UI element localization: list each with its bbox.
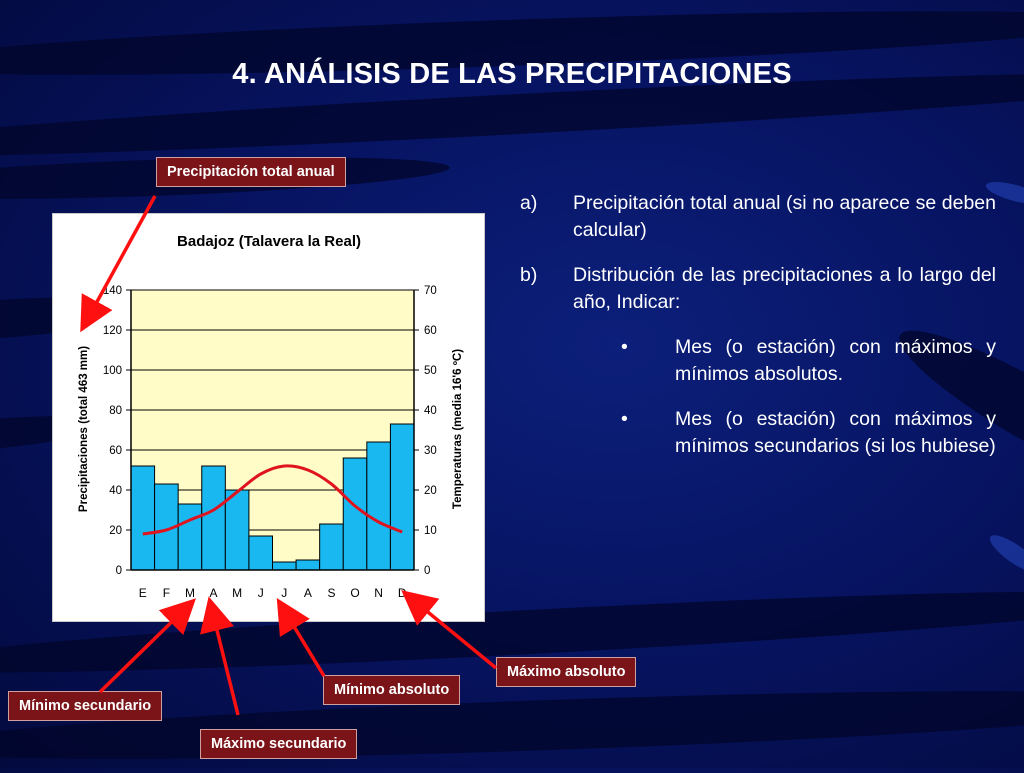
x-tick-label: N [374,586,383,600]
callout-min-secondary: Mínimo secundario [8,691,163,721]
x-tick-label: D [398,586,407,600]
y-tick-label: 140 [103,285,122,297]
precip-bar [295,559,321,571]
y-tick-label: 20 [109,525,122,537]
sub-bullet-2-text: Mes (o estación) con máximos y mínimos s… [675,408,996,457]
y2-tick-label: 50 [424,365,437,377]
bullet-a-marker: a) [520,192,538,214]
x-tick-label: A [304,586,312,600]
precip-bar [224,489,250,571]
y-tick-label: 100 [103,365,122,377]
background-swoosh [985,529,1024,579]
climate-chart: Badajoz (Talavera la Real) 0 20 40 60 80 100 1… [52,213,485,622]
bullet-b: b) Distribución de las precipitaciones a… [520,262,996,316]
callout-total-annual: Precipitación total anual [156,157,346,187]
y2-tick-label: 30 [424,445,437,457]
y2-tick-label: 0 [424,565,430,577]
bullet-list: a) Precipitación total anual (si no apar… [520,190,996,478]
precip-bar [389,423,415,571]
x-tick-label: F [163,586,170,600]
callout-max-secondary: Máximo secundario [200,729,358,759]
y2-axis-label: Temperaturas (media 16'6 ºC) [452,349,464,509]
sub-bullet-1-text: Mes (o estación) con máximos y mínimos a… [675,336,996,385]
precip-bar [272,561,297,571]
y2-tick-label: 60 [424,325,437,337]
y-tick-label: 60 [109,445,122,457]
y2-tick-label: 40 [424,405,437,417]
x-tick-label: M [185,586,195,600]
x-tick-label: J [258,586,264,600]
y-tick-label: 40 [109,485,122,497]
sub-bullet-2-marker: • [621,408,628,430]
y2-tick-label: 10 [424,525,437,537]
bullet-b-marker: b) [520,264,538,286]
bullet-b-text: Distribución de las precipitaciones a lo… [573,264,996,313]
bullet-a: a) Precipitación total anual (si no apar… [520,190,996,244]
x-tick-label: O [350,586,359,600]
y-tick-label: 0 [116,565,122,577]
precip-bar [366,441,391,571]
sub-bullet-1-marker: • [621,336,628,358]
y-tick-label: 120 [103,325,122,337]
precip-bar [319,523,344,571]
y2-tick-label: 20 [424,485,437,497]
precip-bar [130,465,156,571]
sub-bullet-1: • Mes (o estación) con máximos y mínimos… [520,334,996,388]
x-tick-label: E [139,586,147,600]
x-tick-label: M [232,586,242,600]
slide-title: 4. ANÁLISIS DE LAS PRECIPITACIONES [232,58,792,90]
bullet-a-text: Precipitación total anual (si no aparece… [573,192,996,241]
climograph: Badajoz (Talavera la Real) 0204060801001… [78,233,464,600]
y-axis-label: Precipitaciones (total 463 mm) [78,346,90,512]
callout-max-absolute: Máximo absoluto [496,657,637,687]
x-tick-label: J [281,586,287,600]
chart-title: Badajoz (Talavera la Real) [177,233,361,250]
x-tick-label: S [327,586,335,600]
y2-tick-label: 70 [424,285,437,297]
precip-bar [177,503,203,571]
precip-bar [248,535,274,571]
callout-min-absolute: Mínimo absoluto [323,675,461,705]
temperature-line [142,464,403,536]
sub-bullet-2: • Mes (o estación) con máximos y mínimos… [520,406,996,460]
y-tick-label: 80 [109,405,122,417]
x-tick-label: A [210,586,218,600]
precip-bar [201,465,226,571]
